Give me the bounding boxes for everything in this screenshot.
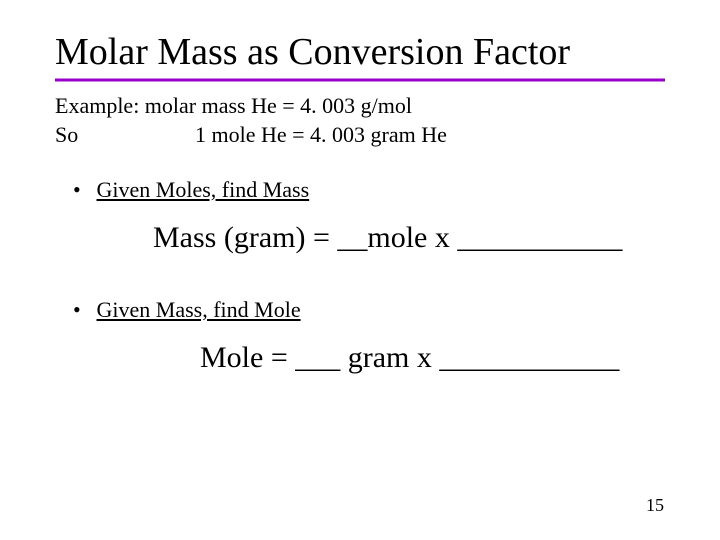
- page-number: 15: [646, 495, 664, 516]
- example-block: Example: molar mass He = 4. 003 g/mol So…: [55, 92, 665, 149]
- title-underline-icon: [55, 78, 665, 84]
- example-line-2: So1 mole He = 4. 003 gram He: [55, 121, 665, 150]
- bullet-dot-icon: •: [73, 297, 91, 323]
- example-line-2-rest: 1 mole He = 4. 003 gram He: [195, 122, 447, 147]
- bullet-2-label: Given Mass, find Mole: [97, 297, 301, 322]
- bullet-2: • Given Mass, find Mole: [55, 297, 665, 323]
- example-line-1: Example: molar mass He = 4. 003 g/mol: [55, 92, 665, 121]
- slide-title: Molar Mass as Conversion Factor: [55, 30, 665, 74]
- bullet-dot-icon: •: [73, 177, 91, 203]
- slide-container: Molar Mass as Conversion Factor Example:…: [0, 0, 720, 540]
- bullet-1-label: Given Moles, find Mass: [97, 177, 310, 202]
- equation-2: Mole = ___ gram x ____________: [200, 341, 665, 375]
- bullet-1: • Given Moles, find Mass: [55, 177, 665, 203]
- example-so-label: So: [55, 121, 195, 150]
- equation-1: Mass (gram) = __mole x ___________: [153, 221, 665, 255]
